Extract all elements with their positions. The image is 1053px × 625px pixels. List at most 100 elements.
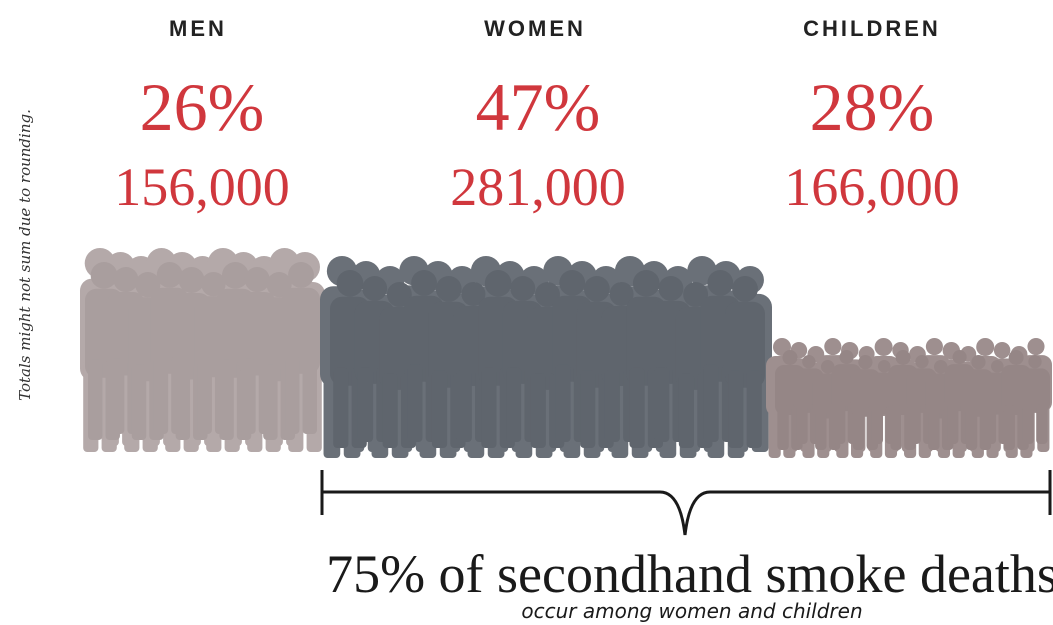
silhouette-part <box>877 360 891 373</box>
silhouette-part <box>484 270 512 297</box>
silhouette-part <box>461 282 486 306</box>
group-percent: 26% <box>140 69 265 145</box>
silhouette-part <box>282 287 320 374</box>
silhouette-part <box>725 301 765 388</box>
silhouette-part <box>934 360 948 374</box>
silhouette-part <box>858 355 873 370</box>
rounding-note: Totals might not sum due to rounding. <box>16 109 34 401</box>
silhouette-part <box>683 282 709 307</box>
group-label: MEN <box>169 16 227 41</box>
silhouette-part <box>820 360 835 374</box>
silhouette-part <box>510 276 536 301</box>
silhouette-part <box>871 406 884 444</box>
silhouette-part <box>109 358 125 434</box>
silhouette-part <box>263 364 278 440</box>
silhouette-part <box>802 355 816 369</box>
silhouette-part <box>336 270 364 297</box>
group-label: CHILDREN <box>803 16 941 41</box>
silhouette-part <box>506 367 522 442</box>
silhouette-part <box>852 407 865 450</box>
silhouette-part <box>481 367 497 448</box>
silhouette-part <box>895 350 911 365</box>
silhouette-part <box>915 355 929 369</box>
silhouette-part <box>1022 403 1034 444</box>
group-percent: 47% <box>476 69 601 145</box>
silhouette-part <box>90 262 118 289</box>
silhouette-part <box>1027 338 1045 356</box>
silhouette-part <box>153 356 169 434</box>
silhouette-part <box>131 364 147 440</box>
silhouette-part <box>156 262 183 288</box>
silhouette-part <box>266 272 292 298</box>
silhouette-part <box>555 364 571 442</box>
silhouette-part <box>435 276 462 302</box>
group-count: 156,000 <box>114 157 290 217</box>
silhouette-part <box>285 356 300 434</box>
silhouette-part <box>984 406 997 444</box>
group-count: 166,000 <box>784 157 960 217</box>
caption: 75% of secondhand smoke deaths <box>326 544 1053 604</box>
silhouette-part <box>1003 405 1015 450</box>
silhouette-part <box>782 350 798 365</box>
silhouette-part <box>909 403 921 444</box>
subcaption: occur among women and children <box>521 599 862 623</box>
silhouette-part <box>976 338 995 356</box>
silhouette-part <box>654 367 670 442</box>
silhouette-part <box>609 282 634 306</box>
group-count: 281,000 <box>450 157 626 217</box>
silhouettes <box>80 247 1052 458</box>
silhouette-part <box>839 350 854 365</box>
silhouette-part <box>746 370 762 448</box>
silhouette-part <box>411 270 437 296</box>
silhouette-part <box>604 370 620 442</box>
silhouette-part <box>952 350 967 365</box>
silhouette-part <box>777 405 789 450</box>
silhouette-part <box>629 367 645 448</box>
silhouette-part <box>925 338 943 356</box>
silhouette-part <box>993 342 1011 359</box>
silhouette-part <box>632 270 660 297</box>
silhouette-part <box>833 401 846 444</box>
silhouette-part <box>580 370 596 448</box>
silhouette-part <box>221 262 249 289</box>
silhouette-part <box>535 282 560 307</box>
silhouette-part <box>559 270 586 296</box>
silhouette-part <box>197 361 212 434</box>
silhouette-part <box>707 270 734 296</box>
silhouette-part <box>175 362 191 440</box>
group-label: WOMEN <box>484 16 586 41</box>
silhouette-part <box>796 403 808 444</box>
silhouette-part <box>88 359 103 440</box>
silhouette-part <box>219 359 234 440</box>
silhouette-part <box>407 364 423 442</box>
silhouette-part <box>288 262 314 288</box>
silhouette-part <box>530 373 546 448</box>
silhouette-part <box>728 370 744 448</box>
silhouette-part <box>1028 355 1042 369</box>
silhouette-part <box>928 409 940 450</box>
silhouette-part <box>874 338 893 356</box>
silhouette-part <box>971 355 986 370</box>
silhouette-part <box>965 407 978 450</box>
silhouette-part <box>135 272 161 298</box>
silhouette-part <box>357 367 374 442</box>
silhouette-part <box>703 364 719 442</box>
silhouette-part <box>382 373 398 448</box>
group-percent: 28% <box>810 69 935 145</box>
silhouette-part <box>178 267 205 293</box>
silhouette-part <box>658 276 684 301</box>
brace <box>320 470 1052 536</box>
silhouette-part <box>824 338 842 356</box>
silhouette-part <box>583 276 610 302</box>
silhouette-part <box>333 367 349 448</box>
silhouette-part <box>947 401 959 444</box>
silhouette-part <box>302 356 317 434</box>
silhouette-part <box>201 272 226 297</box>
silhouette-part <box>241 358 256 434</box>
silhouette-part <box>362 276 388 301</box>
silhouette-part <box>890 405 902 450</box>
silhouette-part <box>815 409 827 450</box>
silhouette-part <box>386 282 412 307</box>
silhouette-part <box>456 370 472 442</box>
